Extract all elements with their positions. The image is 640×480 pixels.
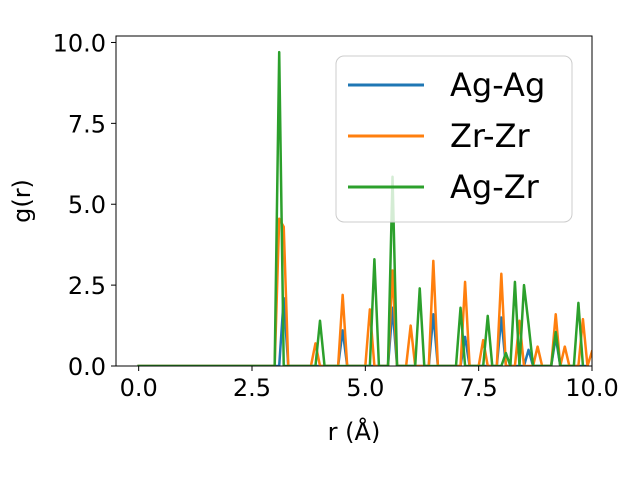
series-layer (137, 50, 592, 366)
ticks-layer: 0.0 2.5 5.0 7.5 10.0 0.0 2.5 5.0 7.5 10.0 (53, 29, 619, 402)
legend: Ag-Ag Zr-Zr Ag-Zr (335, 55, 573, 223)
y-tick-label: 10.0 (53, 29, 106, 57)
legend-label-zr-zr: Zr-Zr (450, 117, 531, 155)
y-tick-label: 2.5 (68, 272, 106, 300)
y-axis-label: g(r) (8, 179, 36, 223)
x-tick-label: 0.0 (120, 374, 158, 402)
legend-label-ag-ag: Ag-Ag (450, 66, 545, 104)
x-tick-label: 2.5 (233, 374, 271, 402)
x-tick-label: 10.0 (565, 374, 618, 402)
x-tick-label: 5.0 (346, 374, 384, 402)
x-axis-label: r (Å) (328, 417, 381, 446)
plot-frame (115, 35, 593, 367)
y-tick-label: 7.5 (68, 110, 106, 138)
y-tick-label: 5.0 (68, 191, 106, 219)
x-tick-label: 7.5 (460, 374, 498, 402)
legend-label-ag-zr: Ag-Zr (450, 168, 540, 206)
y-tick-label: 0.0 (68, 353, 106, 381)
legend-box (335, 55, 573, 223)
series-line-ag-zr (137, 50, 585, 366)
